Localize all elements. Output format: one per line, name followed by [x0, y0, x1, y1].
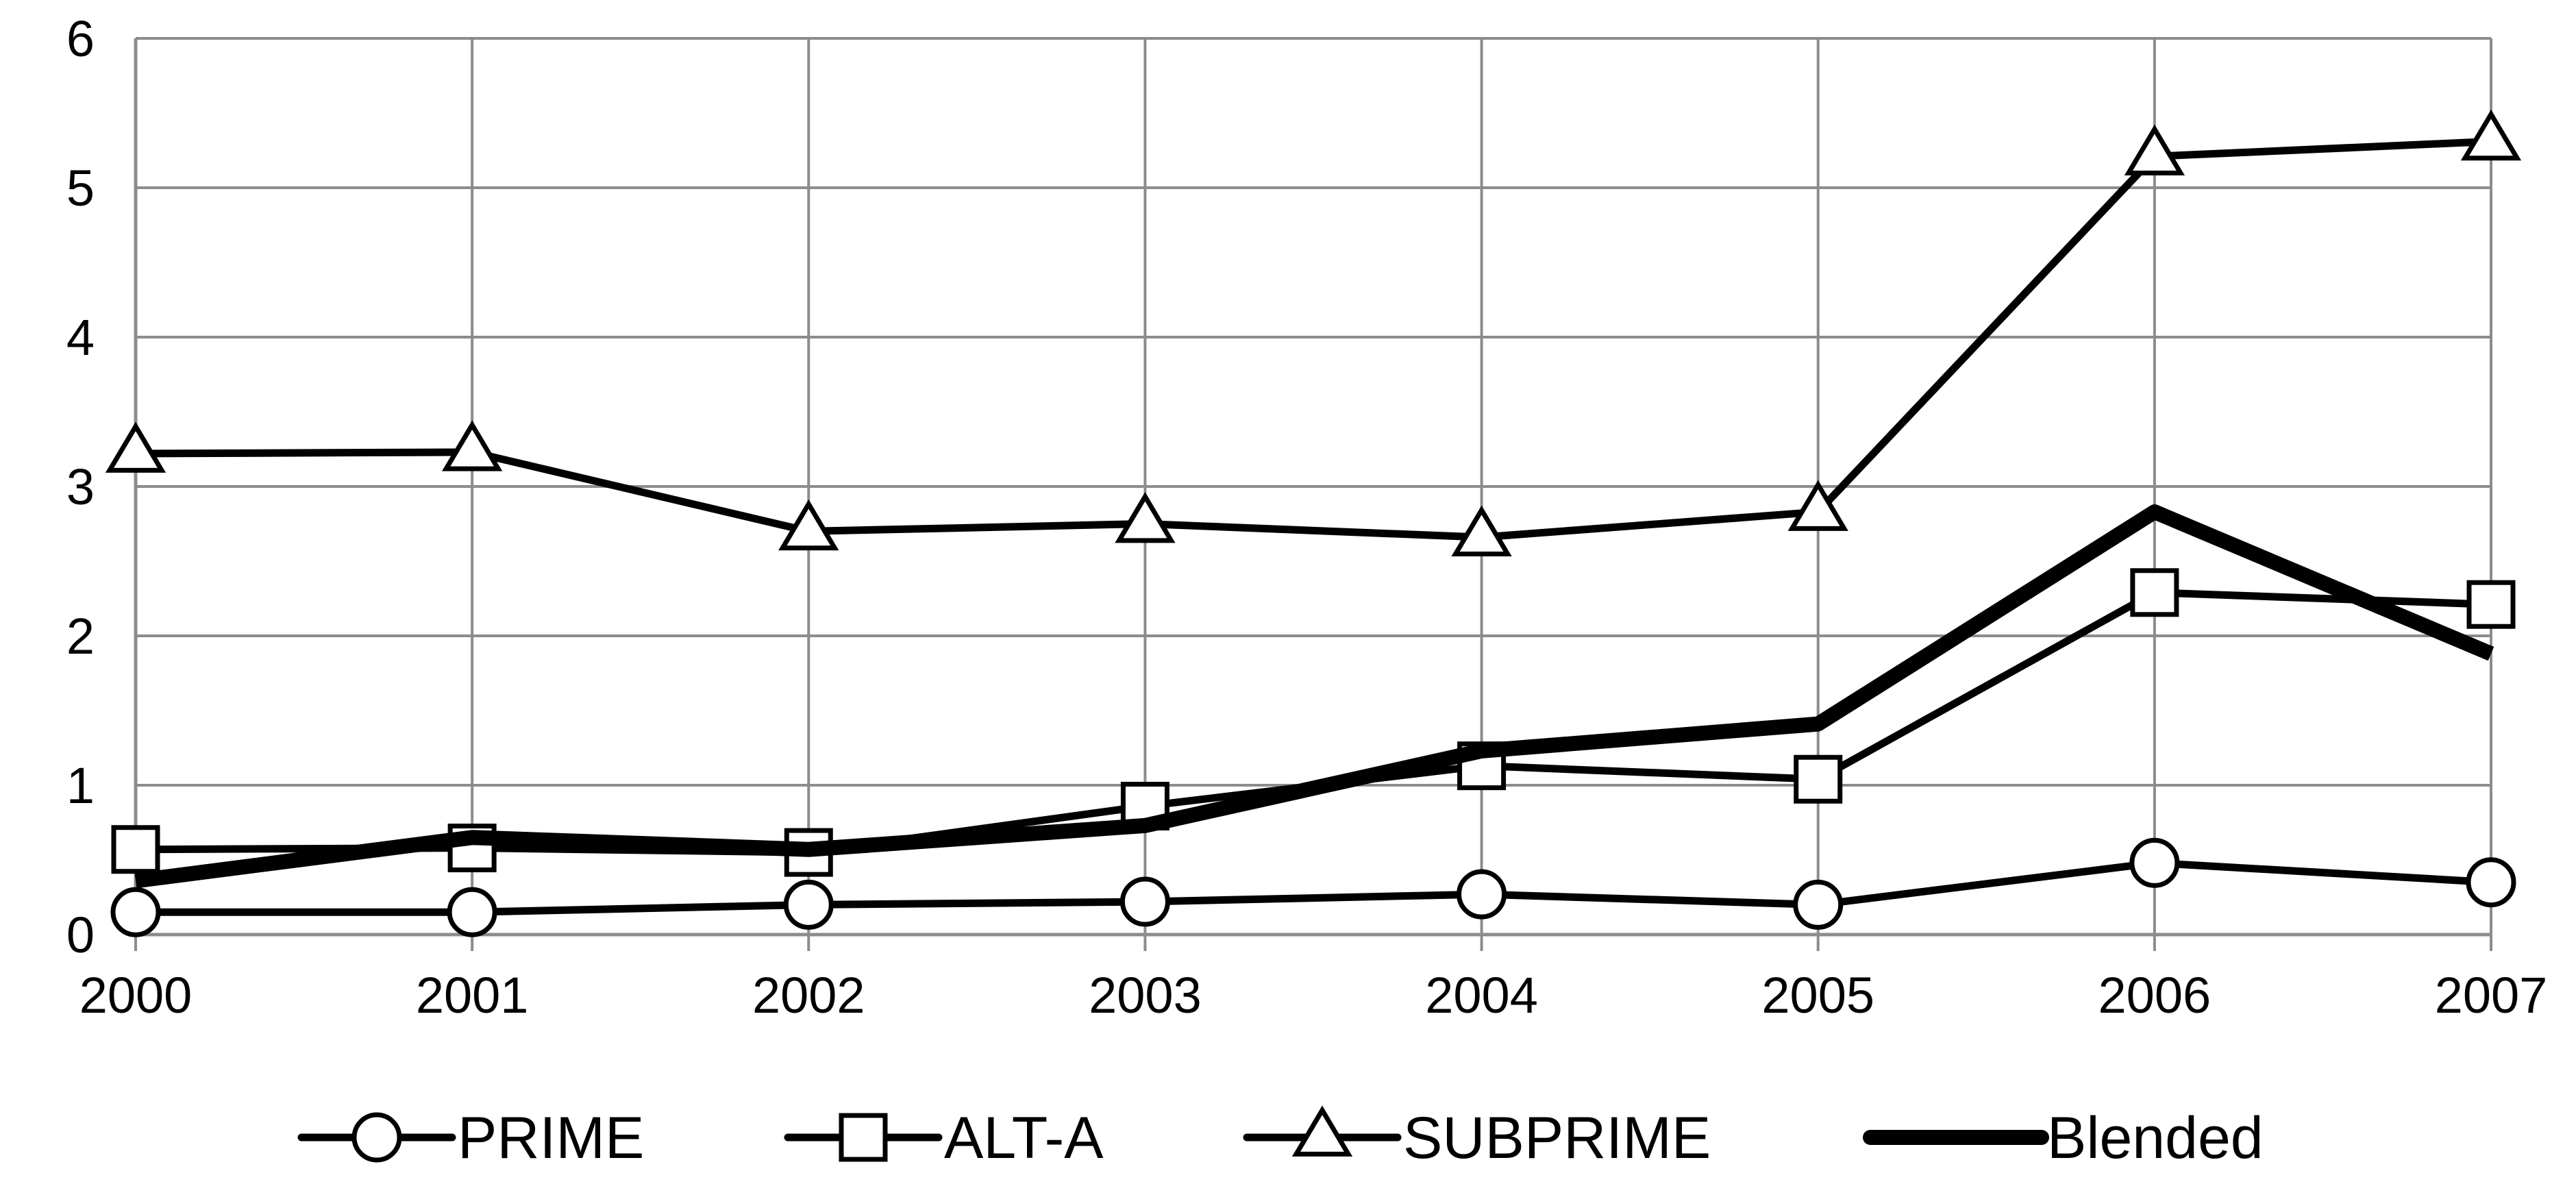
x-tick-label: 2006 [2098, 967, 2212, 1024]
series-line [134, 504, 2494, 889]
data-point-circle [2466, 857, 2516, 908]
legend-label: SUBPRIME [1403, 1105, 1711, 1171]
legend-marker [351, 1112, 402, 1163]
legend-item-subprime: SUBPRIME [1243, 1105, 1711, 1171]
x-tick-label: 2001 [416, 967, 529, 1024]
y-tick-label: 5 [66, 160, 95, 217]
data-point-square [2466, 580, 2516, 629]
data-series [105, 109, 2522, 937]
axes [134, 38, 2492, 951]
data-point-circle [1793, 879, 1844, 930]
data-point-circle [1457, 869, 1507, 920]
series-line [135, 589, 2492, 856]
series-alt-a [111, 568, 2516, 877]
data-point-triangle [1787, 480, 1848, 531]
legend-marker [839, 1113, 888, 1162]
x-tick-label: 2003 [1089, 967, 1202, 1024]
data-point-triangle [778, 499, 839, 551]
legend-label: ALT-A [944, 1105, 1104, 1171]
data-point-square [111, 825, 160, 874]
y-tick-label: 3 [66, 458, 95, 515]
data-point-square [1794, 754, 1843, 804]
x-tick-label: 2004 [1425, 967, 1538, 1024]
data-point-triangle [2460, 109, 2522, 161]
data-point-triangle [441, 420, 503, 471]
series-blended [134, 504, 2494, 889]
legend-label: Blended [2047, 1105, 2264, 1171]
x-tick-label: 2002 [752, 967, 865, 1024]
series-prime [110, 837, 2516, 937]
legend: PRIME ALT-A SUBPRIME Blended [297, 1105, 2264, 1171]
legend-item-prime: PRIME [297, 1105, 644, 1171]
legend-marker [1291, 1105, 1353, 1157]
y-tick-label: 4 [66, 309, 95, 366]
legend-item-blended: Blended [1863, 1105, 2264, 1171]
legend-label: PRIME [458, 1105, 644, 1171]
x-tick-label: 2007 [2435, 967, 2548, 1024]
series-line [136, 859, 2492, 916]
y-tick-label: 1 [66, 757, 95, 814]
data-point-circle [783, 879, 834, 930]
data-point-triangle [2124, 124, 2185, 176]
data-point-circle [1119, 876, 1170, 927]
series-subprime [105, 109, 2522, 556]
data-point-circle [2129, 837, 2180, 888]
y-tick-label: 0 [66, 907, 95, 963]
x-tick-label: 2000 [79, 967, 193, 1024]
data-point-triangle [1451, 505, 1512, 556]
data-point-circle [110, 887, 161, 937]
y-tick-label: 2 [66, 608, 95, 665]
data-point-triangle [105, 421, 166, 473]
data-point-circle [447, 887, 497, 937]
tick-labels: 0 1 2 3 4 5 6 2000 2001 2002 2003 2004 2005 2006 2007 [66, 10, 2547, 1024]
x-tick-label: 2005 [1761, 967, 1874, 1024]
y-tick-label: 6 [66, 10, 95, 67]
legend-item-alt-a: ALT-A [784, 1105, 1104, 1171]
data-point-square [2130, 568, 2179, 617]
data-point-triangle [1115, 491, 1176, 543]
series-line [135, 137, 2492, 541]
